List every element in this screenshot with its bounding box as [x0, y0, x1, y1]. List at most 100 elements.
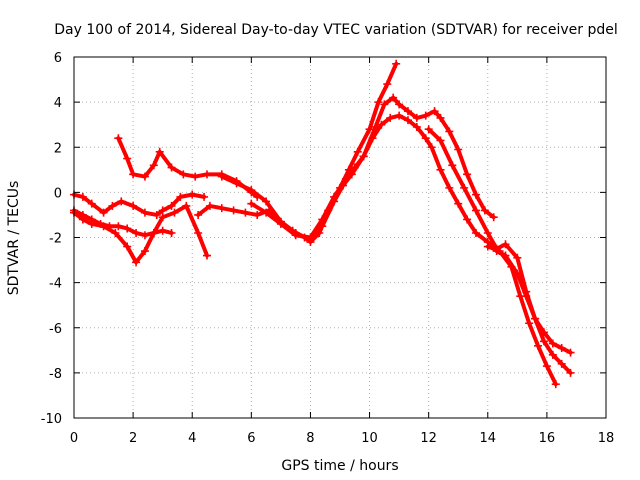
data-point	[483, 228, 492, 237]
data-point	[392, 59, 401, 68]
data-point	[516, 292, 525, 301]
data-point	[557, 344, 566, 353]
data-point	[179, 170, 188, 179]
y-tick-label: -6	[49, 322, 62, 337]
data-point	[548, 350, 557, 359]
series-track-7	[247, 111, 575, 377]
data-point	[403, 116, 412, 125]
series-path	[485, 244, 558, 387]
data-point	[247, 199, 256, 208]
data-point	[421, 134, 430, 143]
data-point	[365, 125, 374, 134]
data-point	[117, 197, 126, 206]
data-point	[217, 172, 226, 181]
data-point	[551, 380, 560, 389]
data-point	[140, 208, 149, 217]
data-point	[350, 163, 359, 172]
data-point	[203, 170, 211, 179]
data-point	[341, 174, 350, 183]
data-point	[205, 201, 214, 210]
data-point	[480, 206, 489, 215]
y-tick-label: 4	[54, 96, 62, 111]
data-point	[194, 228, 203, 237]
data-point	[436, 113, 445, 122]
data-point	[167, 163, 176, 172]
data-point	[483, 242, 492, 251]
data-point	[374, 98, 383, 107]
data-point	[501, 240, 510, 249]
data-point	[454, 145, 463, 154]
data-point	[87, 215, 96, 224]
data-point	[188, 190, 197, 199]
data-point	[389, 93, 398, 102]
data-point	[531, 314, 540, 323]
data-point	[78, 210, 87, 219]
data-point	[152, 210, 161, 219]
data-point	[471, 190, 480, 199]
data-point	[463, 215, 472, 224]
y-axis-label: SDTVAR / TECUs	[6, 181, 22, 296]
data-point	[454, 199, 463, 208]
data-point	[140, 172, 149, 181]
data-point	[489, 213, 498, 222]
data-point	[87, 199, 96, 208]
data-point	[111, 228, 120, 237]
data-point	[149, 161, 158, 170]
data-point	[445, 183, 454, 192]
data-point	[463, 170, 472, 179]
data-point	[353, 147, 362, 156]
data-point	[132, 258, 141, 267]
data-point	[291, 231, 300, 240]
data-point	[534, 341, 543, 350]
y-tick-label: 2	[54, 141, 62, 156]
data-point	[430, 107, 439, 116]
data-point	[140, 247, 149, 256]
data-point	[123, 154, 132, 163]
data-point	[424, 125, 433, 134]
data-point	[421, 111, 430, 120]
data-point	[247, 186, 256, 195]
data-point	[149, 228, 158, 237]
data-point	[566, 348, 575, 357]
x-tick-label: 14	[480, 431, 497, 446]
y-tick-label: 6	[54, 51, 62, 66]
data-point	[140, 231, 149, 240]
data-point	[203, 251, 211, 260]
x-tick-label: 12	[420, 431, 437, 446]
data-point	[232, 179, 241, 188]
data-point	[217, 204, 226, 213]
x-tick-label: 10	[361, 431, 378, 446]
y-tick-label: -4	[49, 277, 62, 292]
data-point	[380, 100, 389, 109]
series-track-9	[483, 242, 560, 389]
x-tick-label: 4	[188, 431, 196, 446]
data-point	[276, 219, 285, 228]
data-point	[539, 328, 548, 337]
data-point	[383, 80, 392, 89]
data-point	[132, 228, 141, 237]
data-point	[395, 111, 404, 120]
data-point	[262, 208, 271, 217]
data-point	[445, 127, 454, 136]
data-point	[194, 210, 203, 219]
data-point	[436, 136, 445, 145]
data-point	[96, 219, 105, 228]
x-tick-label: 8	[306, 431, 314, 446]
data-point	[241, 208, 250, 217]
data-point	[427, 143, 436, 152]
x-tick-label: 0	[70, 431, 78, 446]
data-point	[99, 208, 108, 217]
x-tick-label: 6	[247, 431, 255, 446]
data-point	[448, 161, 457, 170]
data-point	[557, 359, 566, 368]
data-point	[368, 134, 377, 143]
data-point	[158, 213, 167, 222]
data-point	[359, 152, 368, 161]
data-point	[229, 206, 238, 215]
x-tick-label: 16	[539, 431, 556, 446]
data-point	[330, 192, 339, 201]
x-tick-label: 2	[129, 431, 137, 446]
series-path	[116, 136, 260, 199]
y-tick-label: -2	[49, 232, 62, 247]
